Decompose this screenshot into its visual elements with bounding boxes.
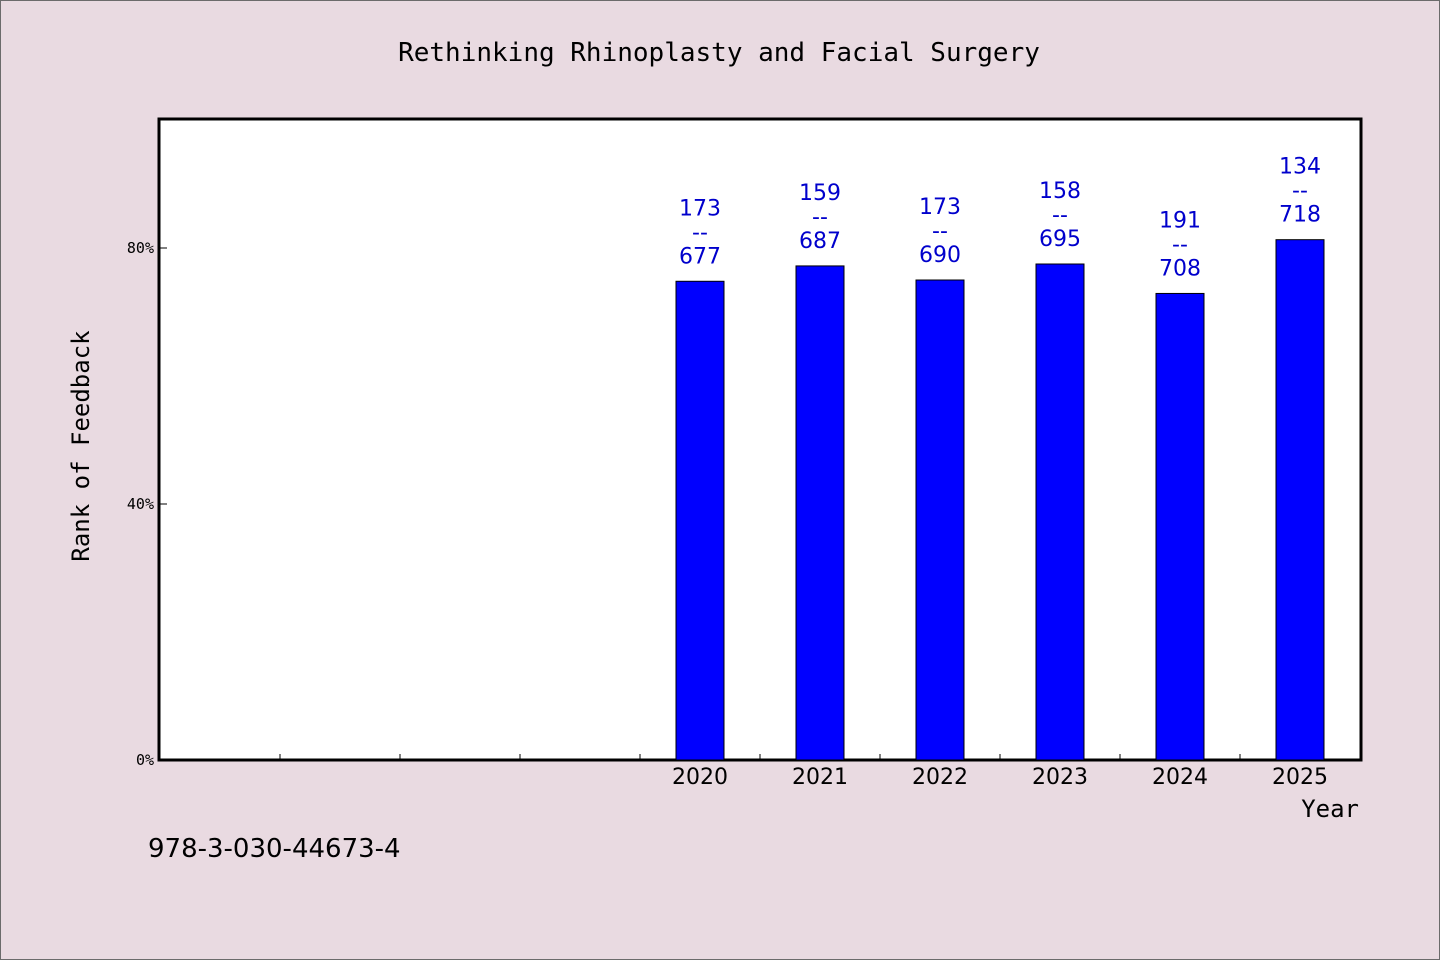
bar-data-label: 158: [1039, 179, 1081, 204]
x-axis-label: Year: [1301, 795, 1359, 823]
bar-data-label: 191: [1159, 208, 1201, 233]
bar-data-label: 159: [799, 181, 841, 206]
bar: [1275, 239, 1325, 761]
x-tick-label: 2022: [912, 765, 968, 790]
bar: [675, 280, 725, 761]
bars-group: [675, 239, 1325, 761]
bar-data-label: 677: [679, 244, 721, 269]
bar: [1155, 292, 1205, 761]
bar: [915, 279, 965, 761]
bar-data-label: --: [812, 205, 828, 230]
bar-data-label: 173: [679, 196, 721, 221]
bar-data-label: 134: [1279, 155, 1321, 180]
bar-data-label: 718: [1279, 203, 1321, 228]
isbn-label: 978-3-030-44673-4: [148, 834, 401, 864]
x-tick-label: 2021: [792, 765, 848, 790]
bar-labels-group: 173--677159--687173--690158--695191--708…: [679, 155, 1321, 282]
bar-data-label: 173: [919, 195, 961, 220]
x-tick-label: 2020: [672, 765, 728, 790]
x-tick-label: 2024: [1152, 765, 1208, 790]
bar-data-label: --: [932, 219, 948, 244]
bar-data-label: 708: [1159, 256, 1201, 281]
x-ticks-group: 2020 2021 2022 2023 2024 2025: [279, 754, 1328, 790]
bar-data-label: --: [1172, 232, 1188, 257]
x-tick-label: 2023: [1032, 765, 1088, 790]
bar-data-label: 690: [919, 243, 961, 268]
bar: [795, 265, 845, 761]
bar-data-label: --: [1292, 179, 1308, 204]
bar: [1035, 263, 1085, 761]
bar-data-label: --: [1052, 203, 1068, 228]
chart-title: Rethinking Rhinoplasty and Facial Surger…: [398, 38, 1040, 68]
y-axis-label: Rank of Feedback: [67, 330, 95, 562]
bar-data-label: --: [692, 220, 708, 245]
bar-data-label: 695: [1039, 227, 1081, 252]
y-tick-label: 0%: [136, 751, 154, 769]
y-tick-label: 80%: [127, 239, 154, 257]
x-tick-label: 2025: [1272, 765, 1328, 790]
y-tick-label: 40%: [127, 495, 154, 513]
bar-data-label: 687: [799, 229, 841, 254]
y-ticks-group: 0% 40% 80%: [127, 239, 167, 769]
